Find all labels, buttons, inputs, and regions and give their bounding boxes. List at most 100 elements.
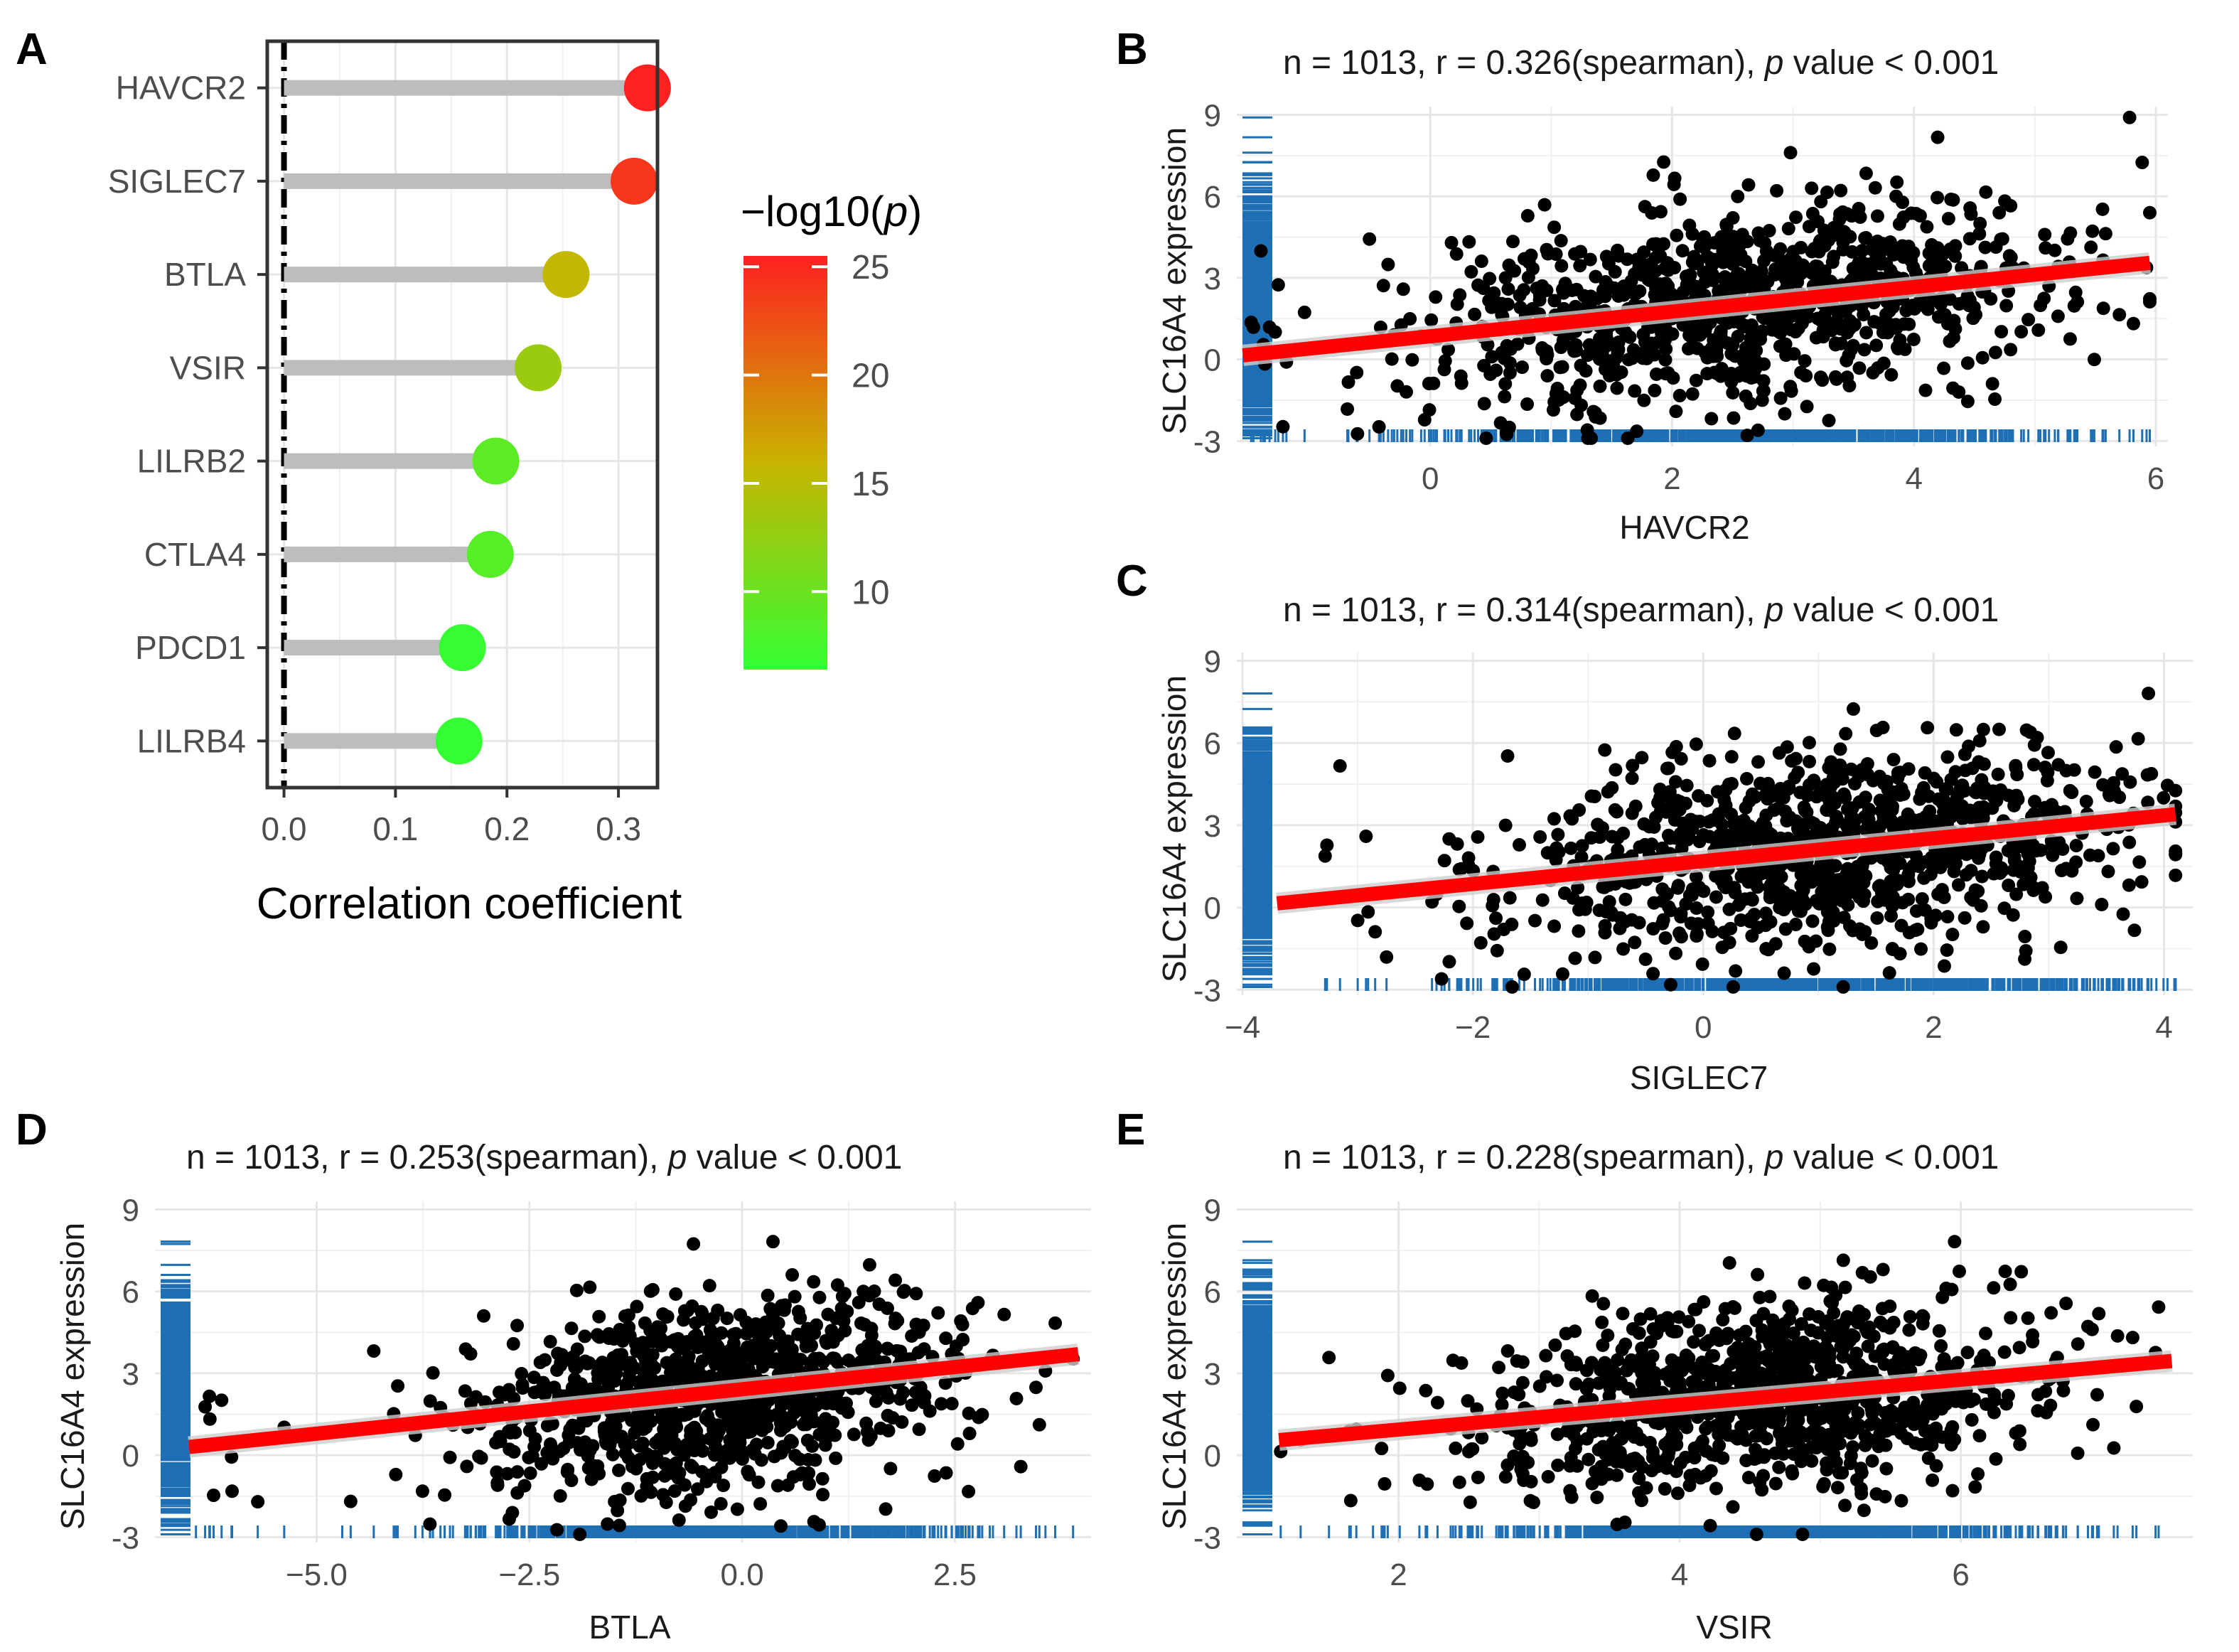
scatter-point	[1834, 183, 1848, 198]
x-tick-label: 6	[2147, 461, 2164, 496]
x-tick-label-a: 0.3	[596, 810, 641, 847]
x-tick-label-a: 0.0	[262, 810, 307, 847]
scatter-point	[1884, 368, 1899, 382]
scatter-point	[1645, 206, 1659, 220]
scatter-point	[1963, 201, 1977, 215]
scatter-point	[1830, 221, 1845, 235]
scatter-point	[1948, 239, 1963, 253]
scatter-point	[1789, 210, 1803, 225]
scatter-point	[1975, 350, 1990, 365]
scatter-point	[1721, 316, 1735, 330]
scatter-point	[1739, 340, 1754, 355]
scatter-point	[1892, 217, 1906, 231]
scatter-point	[1800, 399, 1814, 414]
scatter-point	[1254, 244, 1268, 258]
scatter-point	[1589, 269, 1603, 284]
scatter-point	[1864, 242, 1879, 257]
scatter-point	[1570, 407, 1584, 422]
scatter-point	[1922, 246, 1936, 260]
scatter-point	[1994, 232, 2008, 247]
scatter-point	[1403, 311, 1417, 326]
scatter-point	[1482, 294, 1496, 308]
scatter-point	[1498, 390, 1512, 404]
scatter-point	[2031, 323, 2046, 337]
scatter-point	[1464, 264, 1478, 279]
scatter-point	[1705, 267, 1719, 281]
scatter-point	[1583, 252, 1597, 267]
scatter-point	[1783, 146, 1798, 160]
scatter-point	[2142, 205, 2157, 220]
scatter-point	[1988, 345, 2002, 360]
scatter-point	[1584, 289, 1598, 304]
scatter-point	[1943, 334, 1957, 348]
scatter-point	[1405, 353, 1419, 367]
scatter-point	[1693, 239, 1707, 253]
scatter-point	[1390, 379, 1405, 393]
scatter-point	[1722, 274, 1736, 289]
scatter-point	[1787, 347, 1801, 361]
scatter-point	[1994, 325, 2009, 339]
scatter-point	[1689, 373, 1703, 387]
legend-tick-label: 10	[852, 574, 889, 611]
panel-label-b: B	[1116, 25, 1148, 74]
lollipop-dot	[623, 64, 671, 112]
lollipop-dot	[435, 717, 483, 765]
scatter-point	[1350, 365, 1364, 380]
scatter-point	[1773, 242, 1788, 256]
scatter-point	[1700, 319, 1714, 333]
scatter-point	[1862, 257, 1876, 272]
scatter-point	[1794, 240, 1808, 254]
scatter-point	[1593, 379, 1607, 393]
scatter-point	[1931, 191, 1945, 205]
scatter-point	[1574, 245, 1588, 259]
scatter-point	[1822, 414, 1836, 428]
scatter-point	[1859, 326, 1874, 340]
y-tick-label: 3	[1204, 262, 1221, 296]
scatter-point	[1770, 183, 1784, 198]
scatter-point	[1724, 347, 1739, 361]
scatter-point	[1884, 264, 1898, 278]
scatter-point	[1707, 338, 1721, 352]
scatter-point	[1429, 290, 1443, 304]
scatter-point	[1637, 245, 1651, 259]
x-axis-label-a: Correlation coefficient	[257, 879, 682, 928]
scatter-point	[2004, 343, 2018, 357]
scatter-point	[1845, 245, 1859, 259]
scatter-point	[1748, 324, 1762, 338]
scatter-point	[1743, 279, 1757, 294]
scatter-point	[1859, 231, 1873, 245]
scatter-point	[1837, 302, 1851, 316]
scatter-point	[1567, 344, 1582, 358]
scatter-point	[1657, 155, 1671, 169]
scatter-point	[1341, 375, 1355, 390]
legend-tick-label: 15	[852, 466, 889, 503]
scatter-point	[1655, 279, 1670, 293]
scatter-point	[1502, 258, 1516, 272]
scatter-point	[2135, 156, 2149, 170]
scatter-point	[1520, 209, 1535, 223]
scatter-point	[1376, 279, 1390, 293]
scatter-point	[1498, 271, 1513, 285]
scatter-point	[1276, 419, 1290, 434]
scatter-point	[1842, 348, 1856, 363]
scatter-point	[1799, 369, 1813, 383]
scatter-point	[1685, 387, 1700, 401]
scatter-point	[1468, 307, 1482, 321]
scatter-point	[1611, 249, 1626, 263]
scatter-point	[1946, 381, 1960, 395]
y-tick-label: 0	[1204, 343, 1221, 378]
scatter-point	[1505, 235, 1520, 249]
scatter-point	[1611, 289, 1626, 303]
scatter-point	[1883, 235, 1897, 250]
lollipop-dot	[515, 344, 562, 392]
scatter-point	[1262, 320, 1277, 334]
scatter-point	[1906, 332, 1921, 346]
scatter-point	[1941, 212, 1955, 226]
scatter-point	[1859, 166, 1873, 181]
scatter-point	[1776, 269, 1790, 283]
scatter-point	[1852, 361, 1867, 375]
scatter-point	[1668, 171, 1682, 186]
scatter-point	[1555, 259, 1569, 273]
scatter-point	[1931, 130, 1945, 144]
